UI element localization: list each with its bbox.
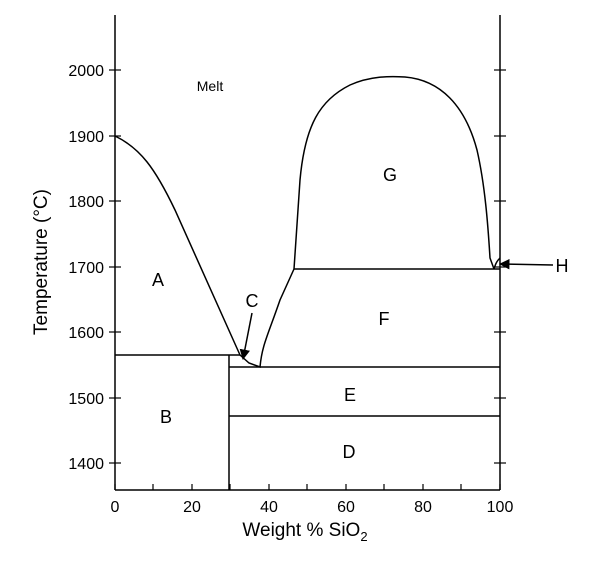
label-e: E xyxy=(344,385,356,405)
x-tick-label-40: 40 xyxy=(260,499,278,516)
label-h: H xyxy=(556,256,569,276)
x-tick-label-60: 60 xyxy=(337,499,355,516)
y-tick-label-1800: 1800 xyxy=(68,194,104,211)
x-tick-label-0: 0 xyxy=(111,499,120,516)
liquidus-eutectic-dip xyxy=(239,268,295,369)
y-tick-label-2000: 2000 xyxy=(68,63,104,80)
x-tick-label-100: 100 xyxy=(487,499,514,516)
label-b: B xyxy=(160,407,172,427)
x-axis-label: Weight % SiO2 xyxy=(242,520,367,544)
y-tick-label-1900: 1900 xyxy=(68,129,104,146)
right-liquidus xyxy=(493,257,501,270)
y-tick-label-1500: 1500 xyxy=(68,391,104,408)
label-c: C xyxy=(246,291,259,311)
label-g: G xyxy=(383,165,397,185)
x-tick-label-80: 80 xyxy=(414,499,432,516)
x-ticks xyxy=(114,484,501,490)
immiscibility-dome xyxy=(293,75,495,270)
y-axis-label: Temperature (°C) xyxy=(31,189,52,335)
liquidus-left xyxy=(114,135,241,356)
label-f: F xyxy=(379,309,390,329)
arrow-c xyxy=(239,312,253,361)
y-tick-label-1600: 1600 xyxy=(68,325,104,342)
label-d: D xyxy=(343,442,356,462)
x-tick-label-20: 20 xyxy=(183,499,201,516)
label-melt: Melt xyxy=(197,78,224,94)
arrow-h xyxy=(498,258,554,270)
y-tick-label-1400: 1400 xyxy=(68,456,104,473)
y-tick-label-1700: 1700 xyxy=(68,260,104,277)
y-ticks xyxy=(109,69,506,464)
label-a: A xyxy=(152,270,164,290)
